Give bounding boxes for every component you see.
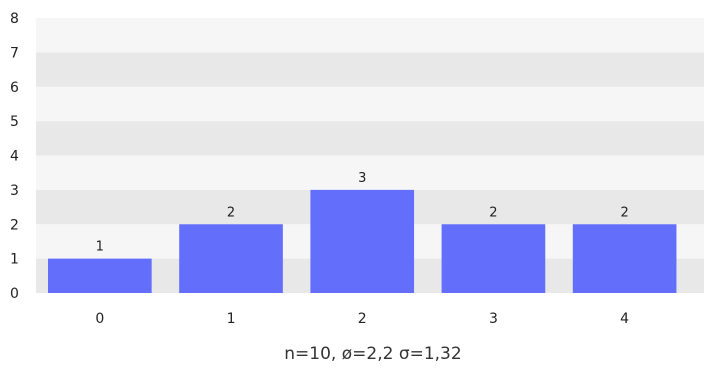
y-tick-label: 7 xyxy=(10,45,19,61)
y-tick-label: 6 xyxy=(10,80,19,96)
grid-band xyxy=(36,18,704,53)
data-label: 2 xyxy=(227,205,235,220)
x-tick-label: 3 xyxy=(489,311,498,327)
summary-statistics: n=10, ø=2,2 σ=1,32 xyxy=(284,344,462,364)
grid-band xyxy=(36,121,704,156)
x-tick-label: 4 xyxy=(620,311,629,327)
bar xyxy=(310,189,415,293)
bar xyxy=(441,224,546,293)
y-tick-label: 8 xyxy=(10,11,19,27)
data-label: 2 xyxy=(620,205,628,220)
y-tick-label: 3 xyxy=(10,183,19,199)
x-tick-label: 0 xyxy=(95,311,104,327)
y-tick-label: 1 xyxy=(10,252,19,268)
y-tick-label: 5 xyxy=(10,114,19,130)
x-tick-label: 1 xyxy=(227,311,236,327)
bar xyxy=(179,224,283,293)
grid-band xyxy=(36,86,704,122)
y-tick-label: 2 xyxy=(10,217,19,233)
x-tick-label: 2 xyxy=(358,311,367,327)
data-label: 3 xyxy=(358,171,366,186)
grid-band xyxy=(36,52,704,87)
y-tick-label: 0 xyxy=(10,286,19,302)
data-label: 1 xyxy=(96,240,104,255)
bar xyxy=(572,224,677,293)
bar xyxy=(48,258,152,293)
data-label: 2 xyxy=(489,205,497,220)
y-tick-label: 4 xyxy=(10,149,19,165)
grid-band xyxy=(36,155,704,190)
